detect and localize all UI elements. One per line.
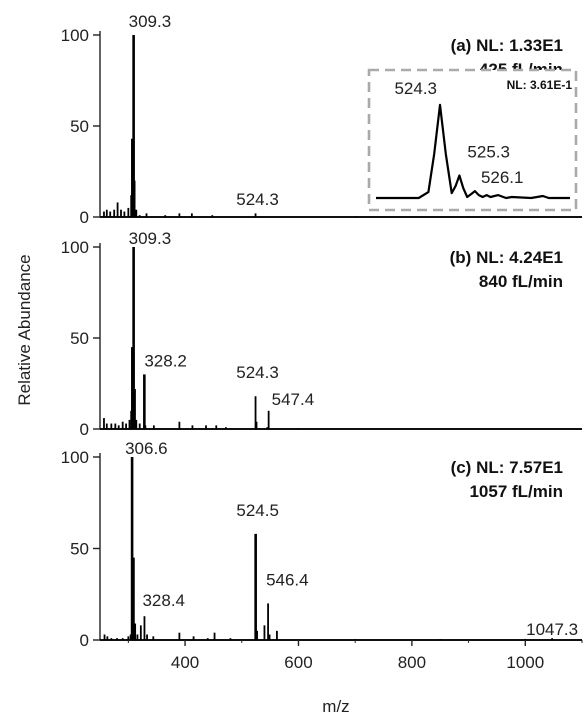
panel-c: 0 50 100 306.6 328.4 524.5 546.4 1047.3 (c) NL: …	[61, 439, 582, 650]
y-tick-label: 100	[61, 238, 89, 257]
peak-label: 309.3	[129, 12, 172, 31]
inset-peak-label: 526.1	[481, 168, 524, 187]
peak-label: 524.3	[236, 363, 279, 382]
peak-label: 524.3	[236, 190, 279, 209]
panel-label-nl: (c) NL: 7.57E1	[451, 458, 563, 477]
inset-peak-label: 525.3	[467, 142, 510, 161]
inset-nl-label: NL: 3.61E-1	[507, 78, 573, 92]
x-axis: 400 600 800 1000	[127, 640, 583, 672]
peak-label: 1047.3	[526, 620, 578, 639]
y-axis-title: Relative Abundance	[15, 254, 34, 405]
inset-profile-line	[376, 103, 570, 200]
y-tick-label: 0	[80, 631, 89, 650]
x-tick-label: 800	[398, 653, 426, 672]
inset: NL: 3.61E-1 524.3 525.3 526.1	[367, 68, 578, 212]
x-tick-label: 1000	[506, 653, 544, 672]
peak-label: 524.5	[236, 501, 279, 520]
y-tick-label: 50	[70, 329, 89, 348]
y-tick-label: 50	[70, 540, 89, 559]
peak-label: 546.4	[266, 570, 309, 589]
y-tick-label: 0	[80, 420, 89, 439]
panel-label-nl: (b) NL: 4.24E1	[450, 248, 563, 267]
x-tick-label: 400	[171, 653, 199, 672]
x-tick-label: 600	[284, 653, 312, 672]
panel-label-flow: 1057 fL/min	[469, 482, 563, 501]
peak-label: 328.4	[142, 591, 185, 610]
peak-label: 309.3	[129, 229, 172, 248]
inset-peak-label: 524.3	[394, 79, 437, 98]
panel-label-nl: (a) NL: 1.33E1	[451, 36, 563, 55]
y-tick-label: 100	[61, 26, 89, 45]
y-tick-label: 50	[70, 117, 89, 136]
peak-label: 328.2	[144, 351, 187, 370]
inset-frame	[367, 68, 578, 212]
peak-label: 306.6	[125, 439, 168, 458]
y-tick-label: 0	[80, 208, 89, 227]
x-axis-title: m/z	[322, 697, 349, 716]
peak-label: 547.4	[272, 390, 315, 409]
panel-b: 0 50 100 309.3 328.2 524.3 547.4 (b) NL: 4.24E1…	[61, 229, 582, 439]
panel-label-flow: 840 fL/min	[479, 272, 563, 291]
y-tick-label: 100	[61, 448, 89, 467]
